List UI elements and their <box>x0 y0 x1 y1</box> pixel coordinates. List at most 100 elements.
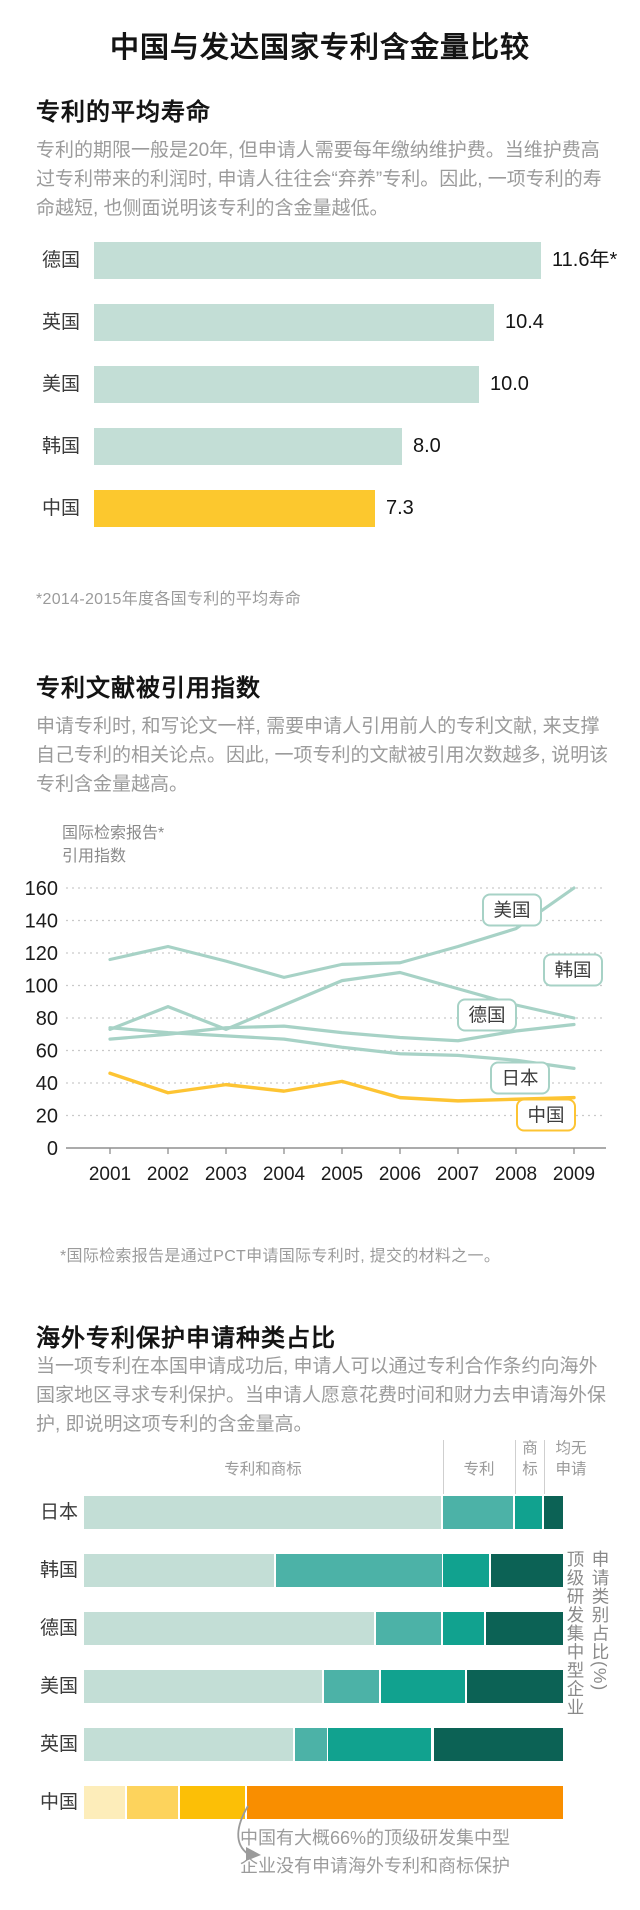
country-label: 韩国 <box>41 436 80 457</box>
country-label: 英国 <box>41 312 80 333</box>
segment-1 <box>127 1786 178 1819</box>
lifespan-bar <box>94 366 479 403</box>
y-tick-label: 120 <box>25 943 58 965</box>
lifespan-row-韩国: 韩国 8.0 <box>0 428 640 465</box>
x-tick-label: 2009 <box>553 1164 595 1185</box>
country-label: 美国 <box>41 374 80 395</box>
citation-y-axis-label: 国际检索报告* 引用指数 <box>62 822 164 868</box>
y-tick-label: 100 <box>25 976 58 998</box>
country-label: 中国 <box>39 1792 78 1813</box>
citation-line-chart: 0 20 40 60 80 100 120 140 160 2001 2002 2003 2004 200… <box>0 866 640 1206</box>
segment-header-1: 专利 <box>463 1461 495 1478</box>
segment-2 <box>381 1670 465 1703</box>
segment-0 <box>84 1496 441 1529</box>
lifespan-row-中国: 中国 7.3 <box>0 490 640 527</box>
bar-value-label: 7.3 <box>386 497 414 519</box>
segment-2 <box>443 1554 489 1587</box>
y-axis-label-line1: 国际检索报告* <box>62 825 165 842</box>
section-overseas-description: 当一项专利在本国申请成功后, 申请人可以通过专利合作条约向海外国家地区寻求专利保… <box>36 1356 607 1435</box>
segment-3 <box>247 1786 563 1819</box>
overseas-stacked-chart: 专利和商标 专利 商标均无 申请 日本 韩国 德国 美国 英国 中国 申请类别占比(%) 顶级研发集… <box>0 1438 640 1910</box>
series-label-box-美国 <box>482 893 542 927</box>
series-label-text: 韩国 <box>554 960 591 981</box>
header-divider-tick-0 <box>443 1440 444 1494</box>
annotation-arrow-icon <box>237 1805 261 1861</box>
country-label: 德国 <box>39 1618 78 1639</box>
bar-value-label: 11.6年* <box>552 249 618 271</box>
lifespan-bar <box>94 428 402 465</box>
section-citation-heading: 专利文献被引用指数 <box>36 675 261 702</box>
series-label-text: 德国 <box>468 1005 505 1026</box>
segment-3 <box>544 1496 563 1529</box>
overseas-row-美国: 美国 <box>0 1670 640 1703</box>
overseas-row-英国: 英国 <box>0 1728 640 1761</box>
series-line-日本 <box>108 1026 576 1070</box>
series-label-text: 中国 <box>527 1105 564 1126</box>
lifespan-bar <box>94 490 375 527</box>
overseas-row-德国: 德国 <box>0 1612 640 1645</box>
segment-3 <box>467 1670 563 1703</box>
lifespan-bar <box>94 242 541 279</box>
segment-2 <box>180 1786 245 1819</box>
page-title: 中国与发达国家专利含金量比较 <box>109 32 530 64</box>
segment-1 <box>443 1496 513 1529</box>
lifespan-row-美国: 美国 10.0 <box>0 366 640 403</box>
right-vertical-caption: 申请类别占比(%) 顶级研发集中型企业 <box>565 1550 610 1717</box>
china-annotation: 中国有大概66%的顶级研发集中型 企业没有申请海外专利和商标保护 <box>240 1828 511 1876</box>
y-tick-label: 0 <box>47 1138 58 1160</box>
section-citation-description: 申请专利时, 和写论文一样, 需要申请人引用前人的专利文献, 来支撑自己专利的相… <box>36 716 609 795</box>
segment-0 <box>84 1554 274 1587</box>
y-tick-label: 20 <box>36 1106 58 1128</box>
series-label-text: 日本 <box>501 1068 538 1089</box>
country-label: 英国 <box>39 1734 78 1755</box>
bar-value-label: 8.0 <box>413 435 441 457</box>
overseas-row-日本: 日本 <box>0 1496 640 1529</box>
series-label-box-德国 <box>457 998 517 1032</box>
country-label: 韩国 <box>39 1560 78 1581</box>
segment-2 <box>443 1612 484 1645</box>
segment-1 <box>376 1612 441 1645</box>
series-label-box-日本 <box>490 1061 550 1095</box>
bar-value-label: 10.4 <box>505 311 544 333</box>
segment-3 <box>491 1554 563 1587</box>
segment-1 <box>276 1554 442 1587</box>
y-tick-label: 40 <box>36 1073 58 1095</box>
citation-footnote: *国际检索报告是通过PCT申请国际专利时, 提交的材料之一。 <box>60 1248 501 1265</box>
country-label: 美国 <box>39 1676 78 1697</box>
section-lifespan-description: 专利的期限一般是20年, 但申请人需要每年缴纳维护费。当维护费高过专利带来的利润… <box>36 140 602 219</box>
x-tick-label: 2005 <box>321 1164 363 1185</box>
overseas-row-韩国: 韩国 <box>0 1554 640 1587</box>
y-tick-label: 80 <box>36 1008 58 1030</box>
segment-header-2: 商标 <box>522 1440 538 1478</box>
x-tick-label: 2004 <box>263 1164 306 1185</box>
segment-header-0: 专利和商标 <box>224 1461 302 1478</box>
segment-1 <box>324 1670 379 1703</box>
header-divider-tick-1 <box>515 1440 516 1494</box>
y-tick-label: 60 <box>36 1041 58 1063</box>
x-tick-label: 2006 <box>379 1164 421 1185</box>
segment-0 <box>84 1670 322 1703</box>
x-tick-label: 2001 <box>89 1164 131 1185</box>
series-label-box-韩国 <box>543 953 603 987</box>
segment-3 <box>486 1612 563 1645</box>
series-line-德国 <box>108 1022 576 1043</box>
header-divider-tick-2 <box>544 1440 545 1494</box>
y-tick-label: 140 <box>25 911 58 933</box>
lifespan-bar-chart: 德国 11.6年* 英国 10.4 美国 10.0 韩国 8.0 中国 7.3 <box>0 242 640 562</box>
x-tick-label: 2008 <box>495 1164 537 1185</box>
country-label: 中国 <box>41 498 80 519</box>
segment-1 <box>295 1728 327 1761</box>
bar-value-label: 10.0 <box>490 373 529 395</box>
lifespan-bar <box>94 304 494 341</box>
segment-0 <box>84 1786 125 1819</box>
section-lifespan-heading: 专利的平均寿命 <box>36 99 211 126</box>
series-line-中国 <box>108 1071 576 1103</box>
series-label-text: 美国 <box>493 900 530 921</box>
series-label-box-中国 <box>516 1098 576 1132</box>
y-axis-label-line2: 引用指数 <box>62 848 127 865</box>
y-tick-label: 160 <box>25 878 58 900</box>
segment-2 <box>515 1496 542 1529</box>
citation-line-chart-svg: 0 20 40 60 80 100 120 140 160 2001 2002 2003 2004 200… <box>25 878 606 1185</box>
lifespan-footnote: *2014-2015年度各国专利的平均寿命 <box>36 591 302 608</box>
